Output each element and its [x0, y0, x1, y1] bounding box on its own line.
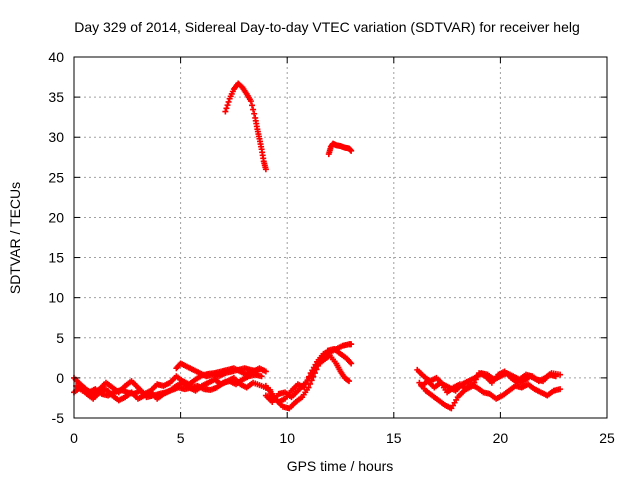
y-tick-label: 0	[56, 370, 64, 386]
data-point	[222, 108, 229, 115]
data-point	[223, 105, 230, 112]
data-point	[262, 166, 269, 173]
y-tick-label: 20	[48, 209, 64, 225]
data-point	[346, 378, 353, 385]
series-trace-11	[222, 80, 269, 173]
x-tick-label: 5	[177, 430, 185, 446]
data-point	[348, 341, 355, 348]
data-points	[71, 80, 564, 412]
x-tick-label: 0	[70, 430, 78, 446]
x-tick-label: 10	[279, 430, 295, 446]
data-point	[557, 386, 564, 393]
y-tick-label: 25	[48, 169, 64, 185]
data-point	[305, 384, 312, 391]
data-point	[247, 98, 254, 105]
data-point	[344, 377, 351, 384]
plot-frame	[73, 56, 608, 419]
x-tick-label: 20	[493, 430, 509, 446]
y-tick-label: 5	[56, 330, 64, 346]
y-tick-label: 10	[48, 290, 64, 306]
data-point	[307, 380, 314, 387]
y-axis-label: SDTVAR / TECUs	[7, 182, 23, 294]
data-point	[474, 373, 481, 380]
data-point	[262, 368, 269, 375]
data-point	[472, 376, 479, 383]
data-point	[251, 110, 258, 117]
data-point	[254, 368, 261, 375]
y-tick-label: -5	[52, 410, 65, 426]
x-tick-label: 25	[599, 430, 615, 446]
chart-title: Day 329 of 2014, Sidereal Day-to-day VTE…	[74, 19, 580, 35]
data-point	[224, 102, 231, 109]
data-point	[471, 379, 478, 386]
data-point	[552, 373, 559, 380]
series-trace-4	[173, 360, 261, 380]
y-tick-label: 15	[48, 250, 64, 266]
data-point	[469, 382, 476, 389]
series-trace-12	[325, 140, 355, 158]
series-trace-7	[262, 352, 353, 405]
grid-lines	[74, 57, 607, 418]
x-tick-label: 15	[386, 430, 402, 446]
axis-ticks: 0 5 10 15 20 25 -5 0 5 10 15 20 25 30 35 40	[48, 49, 615, 446]
data-point	[250, 106, 257, 113]
y-tick-label: 40	[48, 49, 64, 65]
data-point	[557, 371, 564, 378]
data-point	[258, 373, 265, 380]
y-tick-label: 30	[48, 129, 64, 145]
x-axis-label: GPS time / hours	[287, 458, 394, 474]
data-point	[348, 360, 355, 367]
data-point	[225, 98, 232, 105]
y-tick-label: 35	[48, 89, 64, 105]
series-trace-10	[418, 368, 559, 396]
series-trace-3	[71, 374, 274, 404]
data-point	[348, 147, 355, 154]
data-point	[249, 102, 256, 109]
